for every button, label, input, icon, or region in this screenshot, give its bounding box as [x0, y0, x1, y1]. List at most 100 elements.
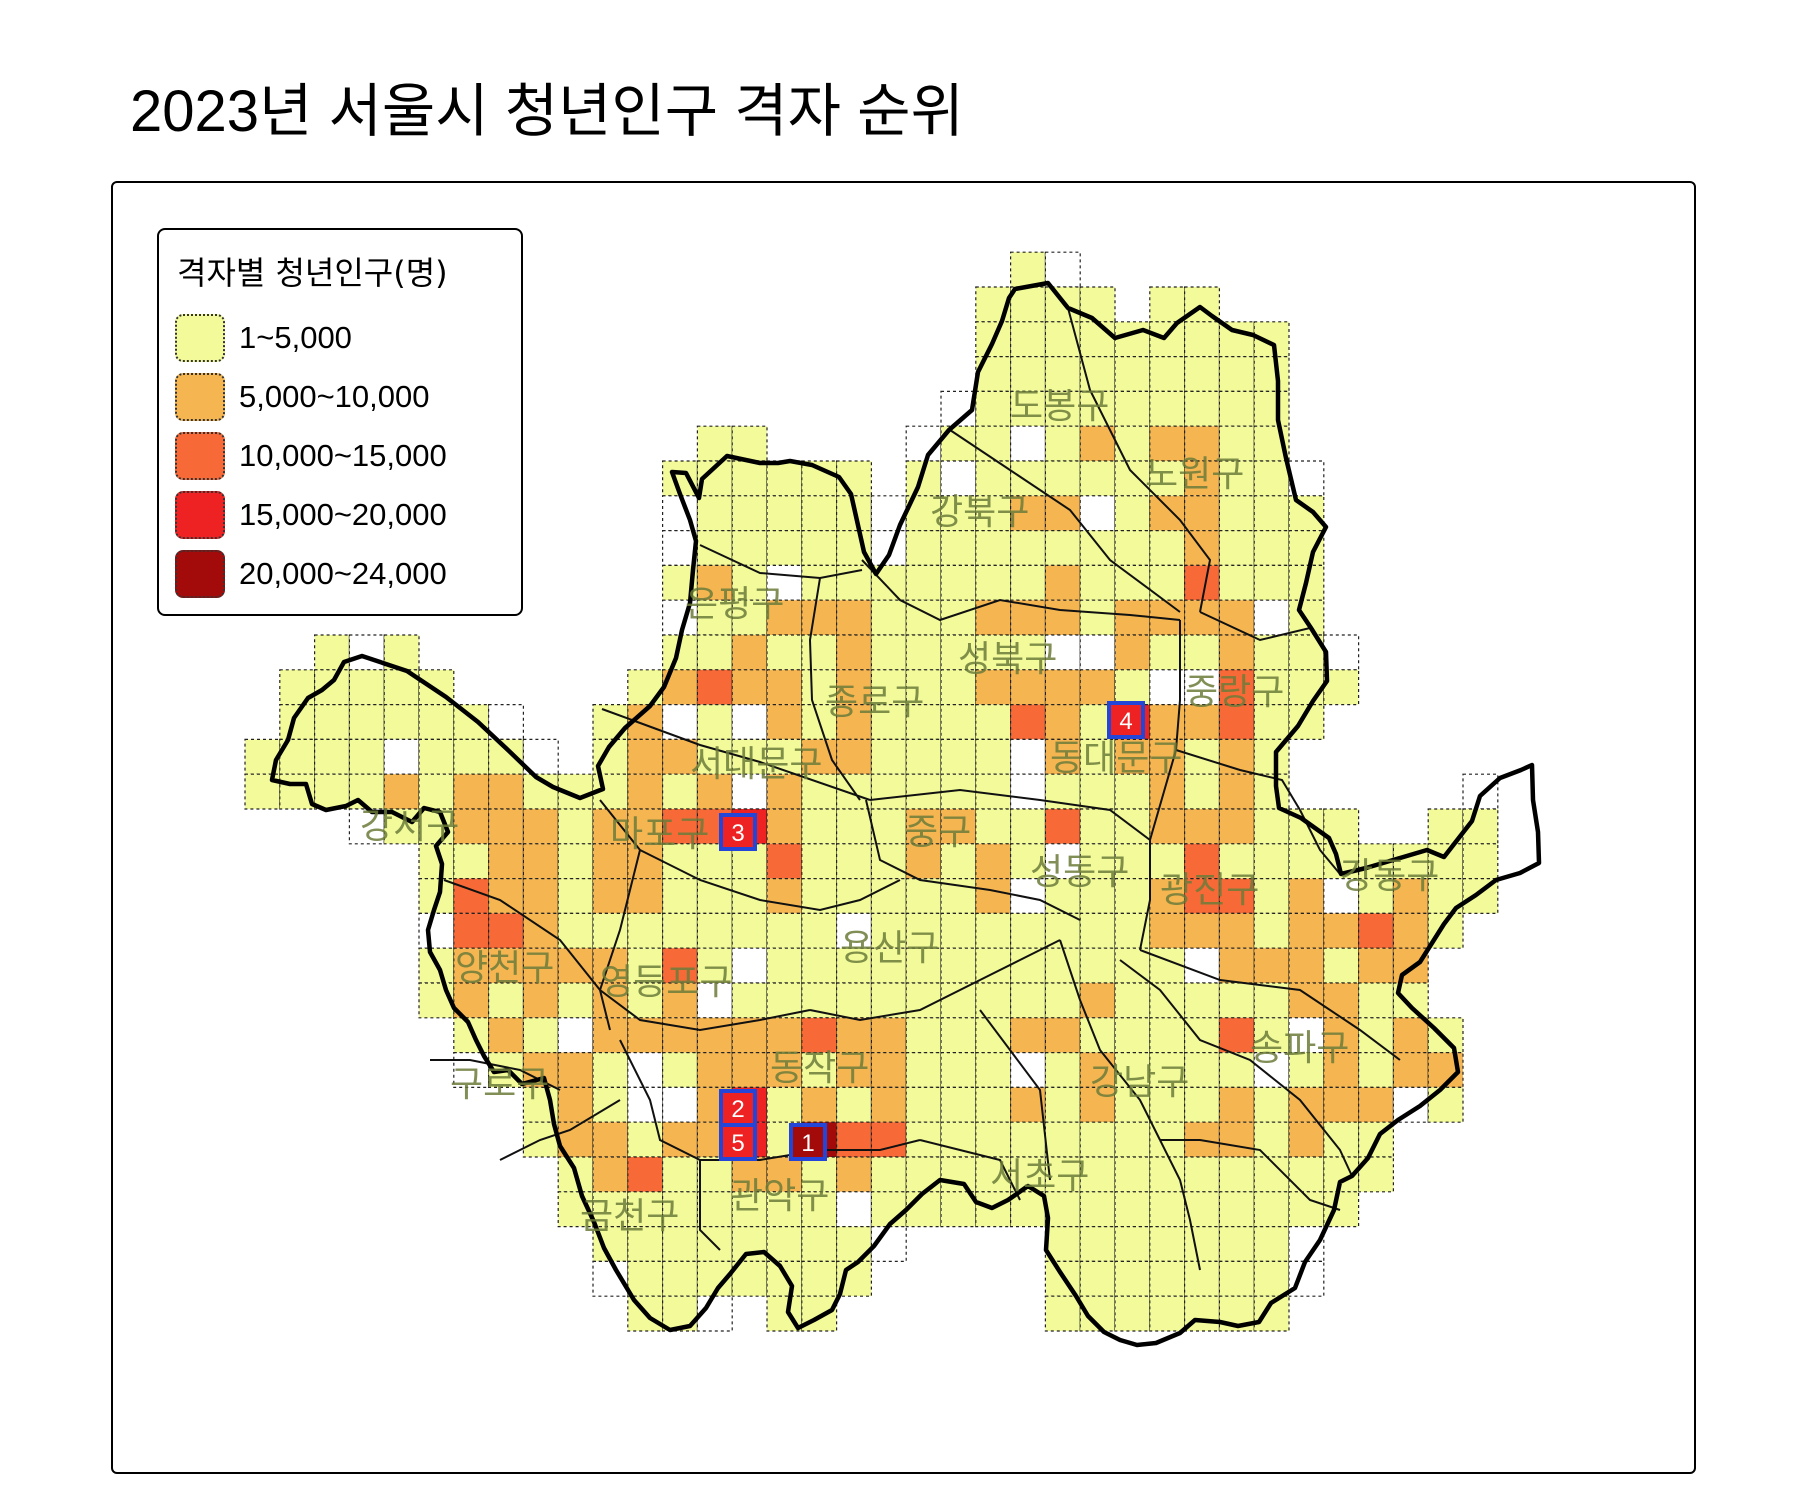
grid-cell [1288, 1121, 1325, 1158]
district-boundary-line [808, 577, 861, 801]
grid-cell [1253, 808, 1290, 845]
grid-cell [627, 947, 664, 984]
grid-cell [661, 1051, 698, 1088]
district-label: 관악구 [730, 1176, 829, 1217]
grid-cell [1079, 1051, 1116, 1088]
grid-cell [592, 877, 629, 914]
grid-cell [1044, 877, 1081, 914]
grid-cell [1253, 1086, 1290, 1123]
grid-cell [1044, 1295, 1081, 1332]
grid-cell [661, 1121, 698, 1158]
grid-cell [418, 703, 455, 740]
grid-cell [453, 912, 490, 949]
district-label: 성동구 [1030, 852, 1129, 893]
grid-cell [1114, 843, 1151, 880]
grid-cells [244, 251, 1499, 1332]
grid-cell [835, 1156, 872, 1193]
district-label: 양천구 [455, 948, 554, 989]
district-boundary-line [1139, 620, 1181, 951]
legend-label: 15,000~20,000 [239, 497, 447, 532]
grid-cell [1114, 738, 1151, 775]
grid-cell [1044, 1051, 1081, 1088]
grid-cell [731, 773, 768, 810]
grid-cell [1009, 808, 1046, 845]
grid-cell [1149, 1295, 1186, 1332]
district-boundary-line [1199, 611, 1311, 642]
grid-cell [940, 982, 977, 1019]
grid-cell [766, 738, 803, 775]
grid-cell [870, 703, 907, 740]
grid-cell [1218, 390, 1255, 427]
grid-cell [766, 947, 803, 984]
grid-cell [835, 599, 872, 636]
grid-cell [1114, 1086, 1151, 1123]
grid-cell [1253, 1121, 1290, 1158]
rank-marker-5: 5 [719, 1123, 757, 1161]
rank-box [1107, 701, 1145, 739]
grid-cell [905, 877, 942, 914]
grid-cell [835, 1086, 872, 1123]
grid-cell [1392, 912, 1429, 949]
grid-cell [1044, 1191, 1081, 1228]
rank-marker-4: 4 [1107, 701, 1145, 739]
grid-cell [1079, 1121, 1116, 1158]
grid-cell [1253, 1225, 1290, 1262]
rank-marker-1: 1 [789, 1123, 827, 1161]
grid-cell [1114, 495, 1151, 532]
grid-cell [905, 1017, 942, 1054]
grid-cell [940, 1191, 977, 1228]
grid-cell [1183, 738, 1220, 775]
district-label: 중구 [905, 812, 971, 853]
grid-cell [1288, 1051, 1325, 1088]
grid-cell [1079, 460, 1116, 497]
grid-cell [1218, 912, 1255, 949]
grid-cell [1183, 1086, 1220, 1123]
grid-cell [1149, 808, 1186, 845]
grid-cell [1218, 1191, 1255, 1228]
grid-cell [1253, 599, 1290, 636]
district-label: 성북구 [958, 639, 1057, 680]
grid-cell [870, 912, 907, 949]
grid-cell [1183, 1051, 1220, 1088]
grid-cell [1253, 564, 1290, 601]
grid-cell [418, 912, 455, 949]
district-label: 영등포구 [600, 962, 732, 1003]
district-label: 도봉구 [1010, 386, 1109, 427]
grid-cell [696, 495, 733, 532]
grid-cell [1009, 773, 1046, 810]
grid-cell [557, 947, 594, 984]
grid-cell [1044, 251, 1081, 288]
district-label: 마포구 [610, 814, 709, 855]
grid-cell [835, 738, 872, 775]
grid-cell [905, 912, 942, 949]
grid-cell [348, 703, 385, 740]
grid-cell [348, 634, 385, 671]
grid-cell [696, 877, 733, 914]
district-boundary-line [809, 939, 1061, 1022]
grid-cell [1149, 1260, 1186, 1297]
grid-cell [1149, 390, 1186, 427]
grid-cell [522, 1017, 559, 1054]
grid-cell [940, 947, 977, 984]
grid-cell [766, 1225, 803, 1262]
grid-cell [870, 738, 907, 775]
grid-cell [1114, 390, 1151, 427]
grid-cell [940, 1121, 977, 1158]
rank-number: 3 [731, 820, 744, 847]
rank-number: 4 [1119, 708, 1132, 735]
grid-cell [1288, 982, 1325, 1019]
grid-cell [1079, 808, 1116, 845]
grid-cell [1044, 634, 1081, 671]
grid-cell [1218, 1086, 1255, 1123]
grid-cell [1149, 356, 1186, 393]
grid-cell [1183, 390, 1220, 427]
grid-cell [870, 1086, 907, 1123]
grid-cell [1044, 1121, 1081, 1158]
grid-cell [1044, 390, 1081, 427]
grid-cell [1253, 773, 1290, 810]
grid-cell [940, 495, 977, 532]
grid-cell [1079, 564, 1116, 601]
grid-cell [627, 982, 664, 1019]
grid-cell [905, 773, 942, 810]
grid-cell [488, 912, 525, 949]
